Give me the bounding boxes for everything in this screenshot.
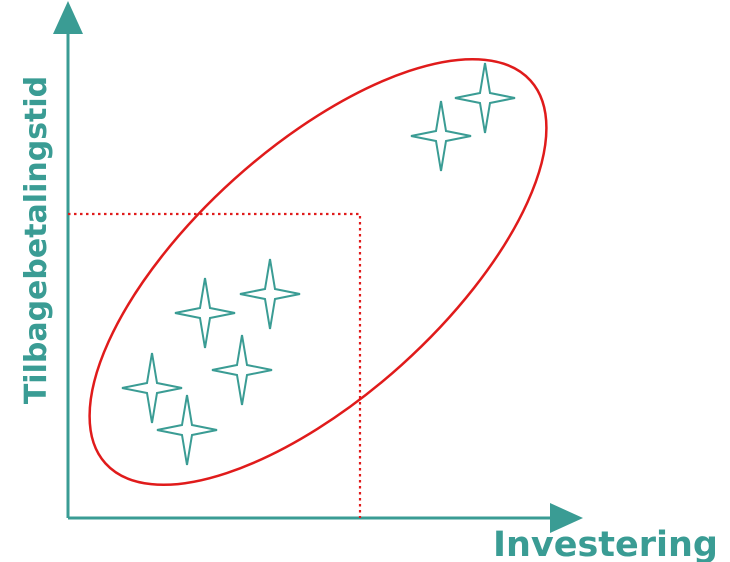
star-icon — [121, 352, 183, 424]
x-axis-label: Investering — [493, 525, 718, 562]
star-icon — [239, 258, 301, 330]
star-icon — [454, 62, 516, 134]
cluster-ellipse — [88, 58, 548, 486]
star-icon — [410, 100, 472, 172]
star-icon — [156, 394, 218, 466]
project-marks — [121, 62, 516, 466]
star-icon — [174, 277, 236, 349]
star-icon — [211, 334, 273, 406]
threshold-lines — [68, 212, 362, 518]
y-axis-label: Tilbagebetalingstid — [19, 76, 54, 404]
